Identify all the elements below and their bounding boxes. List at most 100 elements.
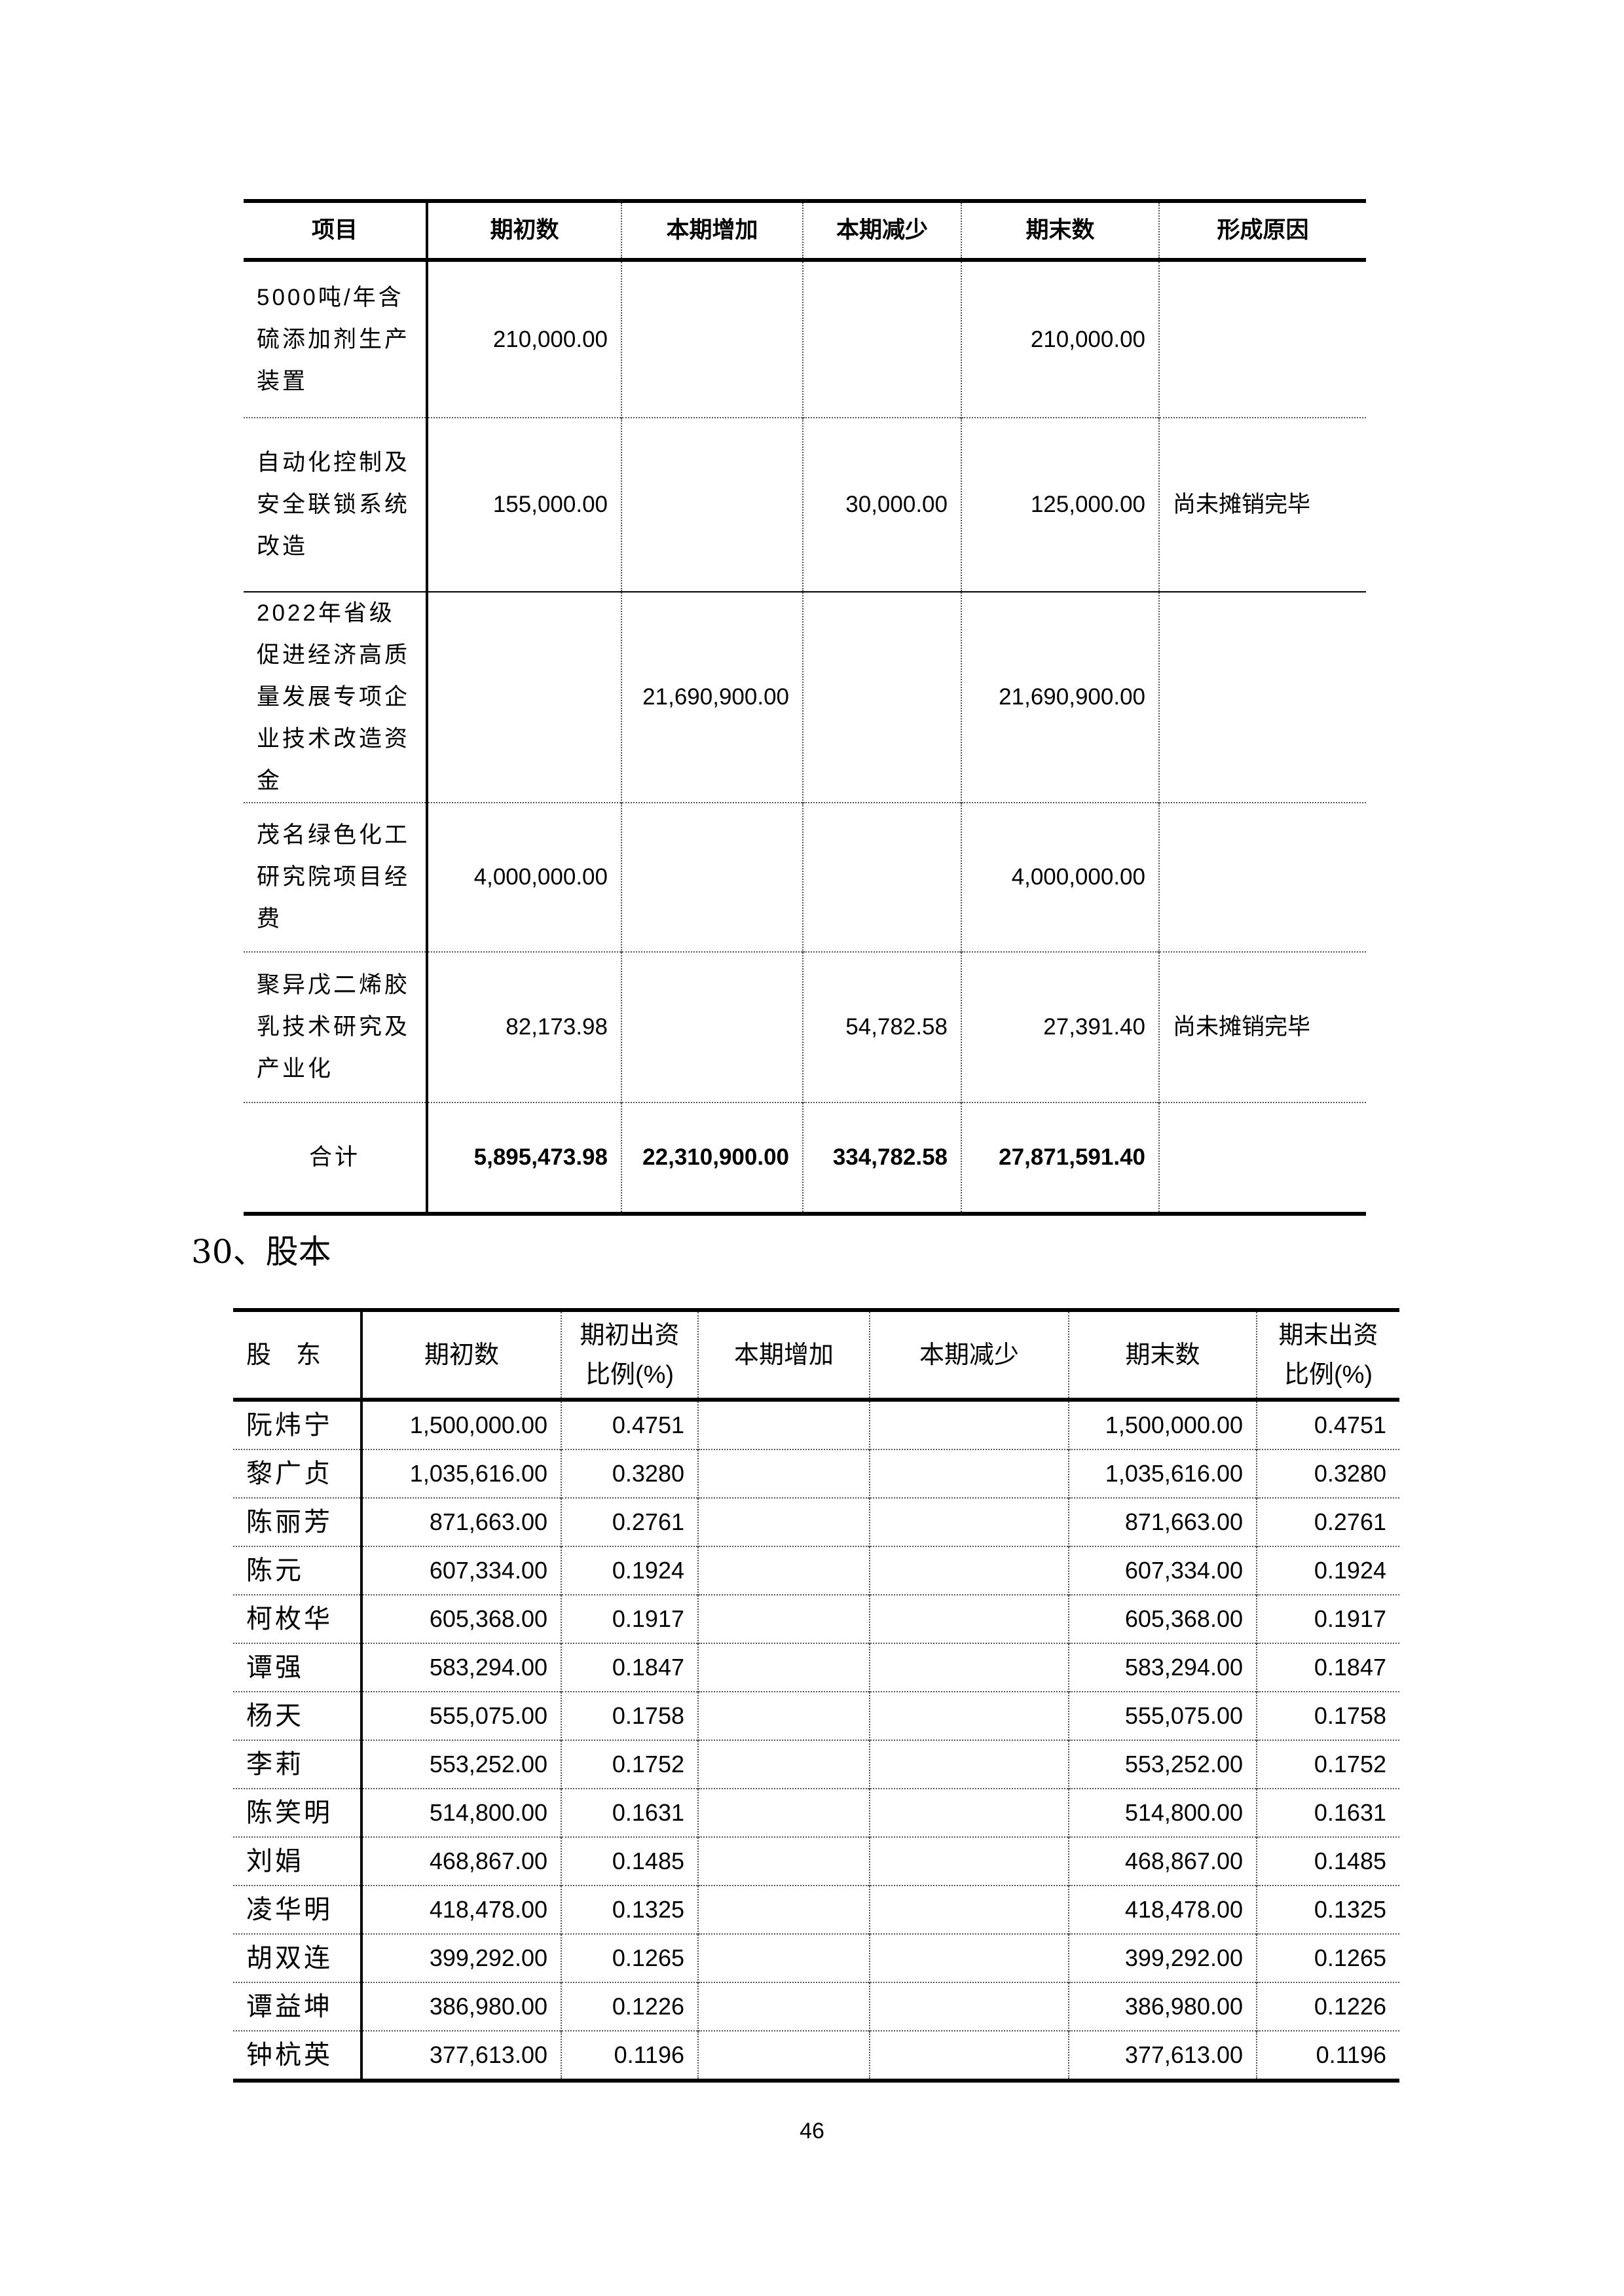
cell-name: 胡双连 [233,1933,363,1982]
cell-end_pct: 0.1924 [1256,1546,1399,1595]
cell-name: 陈元 [233,1546,363,1595]
cell-increase [697,1497,870,1546]
cell-item: 茂名绿色化工研究院项目经费 [244,802,428,952]
cell-begin: 605,368.00 [361,1594,561,1643]
cell-increase [697,2030,870,2081]
cell-end: 468,867.00 [1068,1836,1257,1886]
cell-increase [697,1982,870,2031]
table-row: 茂名绿色化工研究院项目经费 4,000,000.00 4,000,000.00 [244,802,1366,952]
cell-decrease [869,1643,1069,1692]
cell-begin_pct: 0.1196 [561,2030,698,2081]
share-capital-table: 股 东期初数 期初出资比例(%) 本期增加 本期减少 期末数 期末出资比例(%) 阮炜宁 1… [233,1308,1399,2083]
cell-begin_pct: 0.4751 [561,1399,698,1449]
cell-increase [621,951,803,1102]
cell-begin: 607,334.00 [361,1546,561,1595]
table-row: 谭益坤 386,980.00 0.1226 386,980.00 0.1226 [233,1982,1399,2031]
section-heading: 30、股本 [191,1233,331,1271]
cell-begin: 418,478.00 [361,1885,561,1934]
cell-begin: 5,895,473.98 [426,1102,621,1214]
cell-increase [697,1836,870,1886]
cell-decrease [802,591,961,803]
cell-end: 386,980.00 [1068,1982,1257,2031]
cell-end_pct: 0.2761 [1256,1497,1399,1546]
table-row: 5000吨/年含硫添加剂生产装置 210,000.00 210,000.00 [244,259,1366,418]
column-header: 期初数 [426,201,621,262]
cell-decrease [869,1546,1069,1595]
table-row: 柯枚华 605,368.00 0.1917 605,368.00 0.1917 [233,1594,1399,1643]
cell-begin: 4,000,000.00 [426,802,621,952]
column-header: 期初数 [361,1310,561,1402]
cell-begin: 210,000.00 [426,259,621,418]
cell-begin: 468,867.00 [361,1836,561,1886]
cell-increase [697,1933,870,1982]
column-header: 形成原因 [1158,201,1366,262]
table-row: 聚异戊二烯胶乳技术研究及产业化 82,173.98 54,782.58 27,391.… [244,951,1366,1102]
table-row: 陈丽芳 871,663.00 0.2761 871,663.00 0.2761 [233,1497,1399,1546]
column-header: 本期增加 [621,201,803,262]
column-header: 期初出资比例(%) [561,1310,698,1402]
cell-decrease [802,802,961,952]
cell-increase [697,1691,870,1740]
cell-begin: 386,980.00 [361,1982,561,2031]
table-row: 陈笑明 514,800.00 0.1631 514,800.00 0.1631 [233,1788,1399,1837]
cell-decrease [869,1836,1069,1886]
cell-item: 2022年省级促进经济高质量发展专项企业技术改造资金 [244,591,428,803]
cell-name: 柯枚华 [233,1594,363,1643]
cell-end_pct: 0.1196 [1256,2030,1399,2081]
cell-name: 谭强 [233,1643,363,1692]
cell-end: 1,500,000.00 [1068,1399,1257,1449]
table-row: 凌华明 418,478.00 0.1325 418,478.00 0.1325 [233,1885,1399,1934]
cell-begin_pct: 0.1924 [561,1546,698,1595]
cell-begin: 399,292.00 [361,1933,561,1982]
total-row: 合计 5,895,473.98 22,310,900.00 334,782.58 27,… [244,1102,1366,1214]
cell-begin_pct: 0.2761 [561,1497,698,1546]
cell-end: 583,294.00 [1068,1643,1257,1692]
cell-decrease [869,1594,1069,1643]
column-header: 期末出资比例(%) [1256,1310,1399,1402]
cell-end: 21,690,900.00 [961,591,1159,803]
cell-end_pct: 0.1752 [1256,1740,1399,1789]
cell-end: 555,075.00 [1068,1691,1257,1740]
cell-increase [621,417,803,592]
cell-decrease: 54,782.58 [802,951,961,1102]
cell-reason [1158,1102,1366,1214]
cell-begin: 514,800.00 [361,1788,561,1837]
table-row: 胡双连 399,292.00 0.1265 399,292.00 0.1265 [233,1933,1399,1982]
cell-name: 钟杭英 [233,2030,363,2081]
cell-name: 谭益坤 [233,1982,363,2031]
cell-end: 605,368.00 [1068,1594,1257,1643]
table-row: 钟杭英 377,613.00 0.1196 377,613.00 0.1196 [233,2030,1399,2081]
cell-increase [621,802,803,952]
cell-begin_pct: 0.1226 [561,1982,698,2031]
cell-begin: 553,252.00 [361,1740,561,1789]
cell-begin_pct: 0.1917 [561,1594,698,1643]
cell-end: 514,800.00 [1068,1788,1257,1837]
cell-reason [1158,591,1366,803]
column-header: 股 东 [233,1310,363,1402]
cell-begin: 583,294.00 [361,1643,561,1692]
cell-end_pct: 0.1758 [1256,1691,1399,1740]
column-header: 项目 [244,201,428,262]
cell-name: 陈笑明 [233,1788,363,1837]
column-header: 本期增加 [697,1310,870,1402]
cell-increase [697,1546,870,1595]
cell-increase [697,1399,870,1449]
table-row: 杨天 555,075.00 0.1758 555,075.00 0.1758 [233,1691,1399,1740]
cell-name: 刘娟 [233,1836,363,1886]
cell-end_pct: 0.1325 [1256,1885,1399,1934]
cell-end_pct: 0.1265 [1256,1933,1399,1982]
cell-end: 210,000.00 [961,259,1159,418]
cell-name: 陈丽芳 [233,1497,363,1546]
cell-decrease [869,1497,1069,1546]
cell-reason [1158,802,1366,952]
cell-end_pct: 0.1847 [1256,1643,1399,1692]
cell-increase [697,1740,870,1789]
cell-name: 凌华明 [233,1885,363,1934]
cell-increase [697,1643,870,1692]
cell-item: 合计 [244,1102,428,1214]
table-row: 谭强 583,294.00 0.1847 583,294.00 0.1847 [233,1643,1399,1692]
cell-end: 399,292.00 [1068,1933,1257,1982]
table-row: 李莉 553,252.00 0.1752 553,252.00 0.1752 [233,1740,1399,1789]
table-row: 2022年省级促进经济高质量发展专项企业技术改造资金 21,690,900.00 2… [244,591,1366,803]
cell-item: 自动化控制及安全联锁系统改造 [244,417,428,592]
